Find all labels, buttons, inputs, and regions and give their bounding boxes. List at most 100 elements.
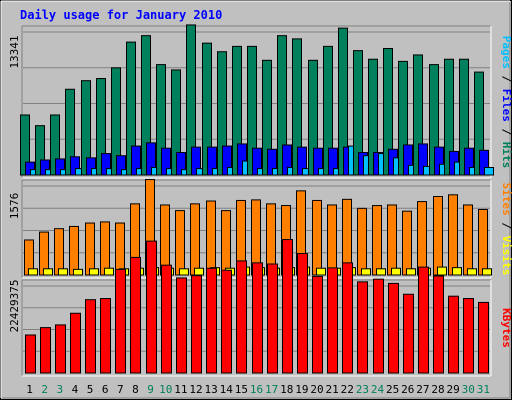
bar-visits [437, 266, 447, 276]
day-label: 2 [41, 383, 48, 396]
bar-kbytes [342, 262, 353, 374]
bar-sites [448, 194, 458, 276]
day-label: 1 [26, 383, 33, 396]
bar-sites [357, 207, 367, 276]
bar-kbytes [478, 301, 489, 374]
legend-entry: Files [500, 89, 512, 122]
day-label: 22 [341, 383, 354, 396]
bar-kbytes [176, 277, 187, 374]
day-label: 17 [265, 383, 278, 396]
bar-sites [372, 205, 382, 276]
series-legend: Pages / Files / Hits [500, 36, 512, 169]
day-label: 5 [87, 383, 94, 396]
bar-sites [463, 204, 473, 276]
legend-entry: / [500, 69, 512, 89]
bar-sites [206, 200, 216, 276]
legend-entry: KBytes [500, 308, 512, 348]
bar-kbytes [191, 275, 202, 374]
legend-entry: / [500, 216, 512, 236]
bar-kbytes [403, 293, 414, 374]
bar-kbytes [373, 278, 384, 374]
bar-visits [482, 268, 492, 276]
day-labels: 1 2 3 4 5 6 7 8 9 10 11 12 13 14 15 16 17 18 19 20 21 22 23 24 2… [26, 383, 490, 396]
bar-visits [73, 268, 83, 276]
day-label: 23 [356, 383, 369, 396]
panel-mid: 1576 Sites / Visits [8, 179, 512, 279]
bar-kbytes [282, 239, 293, 374]
bar-visits [452, 267, 462, 276]
axis-max-label: 13341 [8, 35, 21, 68]
bar-kbytes [146, 240, 157, 374]
bar-visits [391, 267, 401, 276]
panel-bottom: 22429375 KBytes [8, 239, 512, 377]
bar-kbytes [115, 268, 126, 374]
day-label: 28 [431, 383, 444, 396]
day-label: 31 [477, 383, 490, 396]
day-label: 18 [280, 383, 293, 396]
panels: 13341 Pages / Files / Hits 1576 Sites / Vis… [8, 24, 512, 377]
bar-visits [89, 268, 99, 276]
legend-entry: Sites [500, 183, 512, 216]
day-label: 13 [204, 383, 217, 396]
series-legend: KBytes [500, 308, 512, 348]
day-label: 16 [250, 383, 263, 396]
bar-kbytes [100, 298, 111, 374]
day-label: 11 [174, 383, 187, 396]
bar-sites [221, 210, 231, 276]
bar-kbytes [70, 312, 81, 374]
bar-visits [376, 268, 386, 276]
bar-kbytes [312, 275, 323, 374]
bar-sites [402, 210, 412, 276]
bar-kbytes [327, 267, 338, 374]
axis-max-label: 22429375 [8, 280, 21, 333]
series-legend: Sites / Visits [500, 183, 512, 276]
bar-sites [387, 204, 397, 276]
day-label: 12 [189, 383, 202, 396]
bar-sites [312, 199, 322, 276]
bar-visits [406, 268, 416, 276]
panel-top: 13341 Pages / Files / Hits [8, 24, 512, 179]
bar-sites [327, 204, 337, 276]
day-label: 21 [326, 383, 339, 396]
bar-kbytes [418, 266, 429, 374]
bar-kbytes [448, 295, 459, 374]
bar-sites [160, 204, 170, 276]
bar-sites [190, 203, 200, 276]
day-label: 24 [371, 383, 385, 396]
day-label: 7 [117, 383, 124, 396]
legend-entry: / [500, 122, 512, 142]
bar-visits [316, 267, 326, 276]
legend-entry: Visits [500, 236, 512, 276]
bar-sites [54, 228, 64, 276]
bar-kbytes [297, 253, 308, 374]
bar-visits [467, 268, 477, 276]
bar-kbytes [161, 264, 172, 374]
day-label: 27 [416, 383, 429, 396]
bar-sites [175, 210, 185, 276]
bar-sites [433, 196, 443, 276]
bar-kbytes [252, 262, 263, 374]
chart-title: Daily usage for January 2010 [20, 8, 222, 22]
bar-kbytes [236, 260, 247, 374]
day-label: 20 [310, 383, 323, 396]
bar-kbytes [221, 269, 232, 374]
day-label: 30 [462, 383, 475, 396]
bar-visits [194, 267, 204, 276]
bar-sites [115, 222, 125, 276]
bar-visits [179, 268, 189, 276]
bar-kbytes [85, 299, 96, 374]
day-label: 4 [72, 383, 79, 396]
day-label: 19 [295, 383, 308, 396]
axis-max-label: 1576 [8, 193, 21, 220]
bar-sites [100, 221, 110, 276]
bar-visits [104, 267, 114, 276]
day-label: 14 [220, 383, 234, 396]
bar-kbytes [25, 334, 36, 374]
bar-sites [417, 201, 427, 276]
legend-entry: Pages [500, 36, 512, 69]
day-label: 26 [401, 383, 414, 396]
day-label: 29 [447, 383, 460, 396]
day-label: 3 [57, 383, 64, 396]
